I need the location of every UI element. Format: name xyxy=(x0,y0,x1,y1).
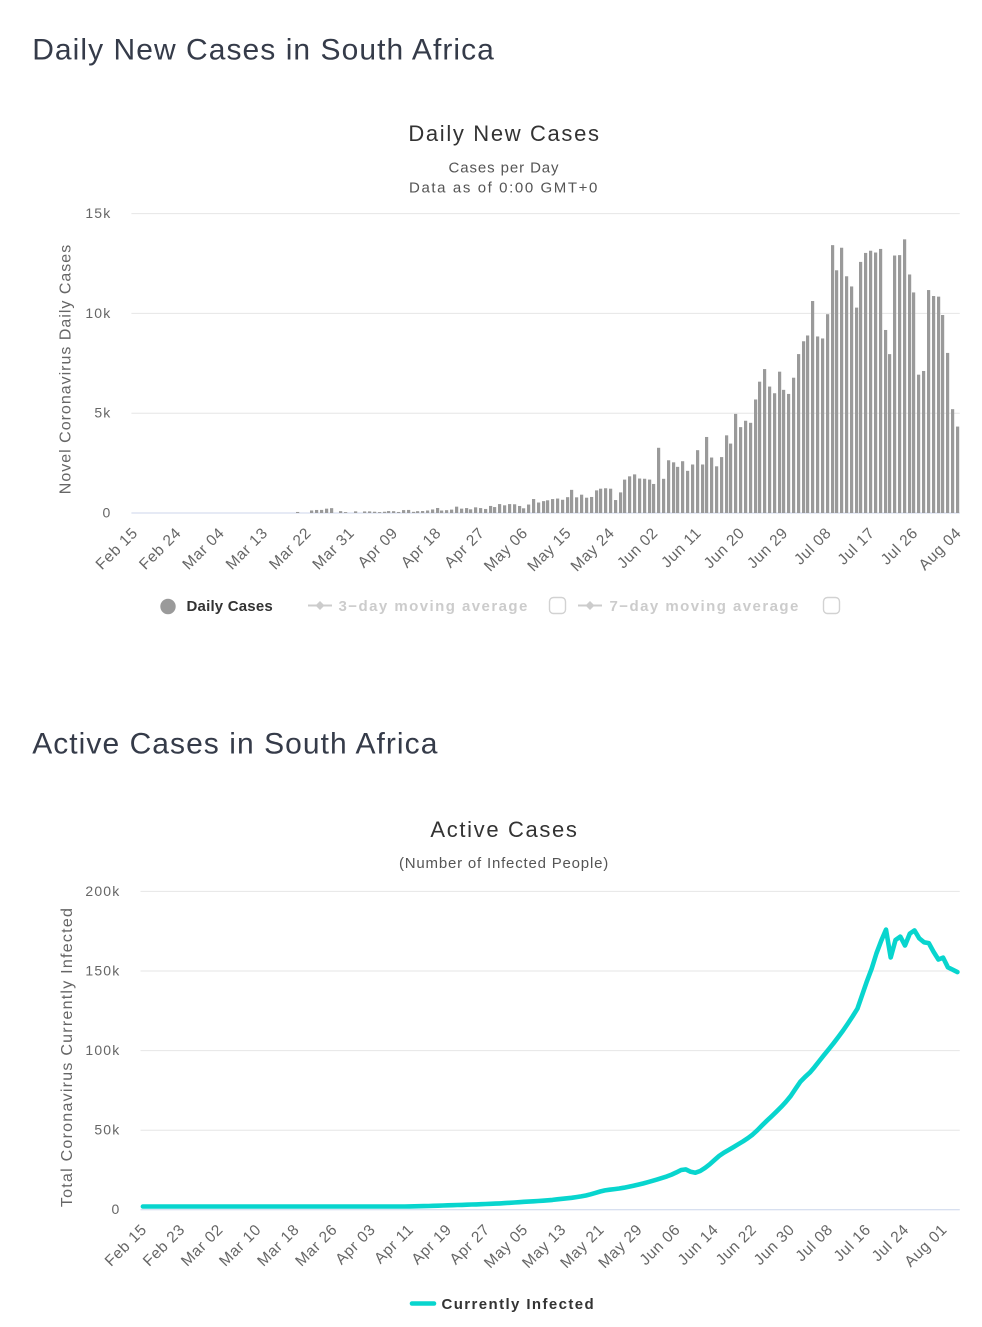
svg-text:150k: 150k xyxy=(85,962,120,978)
svg-text:Total Coronavirus Currently In: Total Coronavirus Currently Infected xyxy=(59,907,76,1207)
svg-text:0: 0 xyxy=(103,504,112,520)
svg-text:10k: 10k xyxy=(85,305,111,321)
svg-text:Daily New Cases in South Afric: Daily New Cases in South Africa xyxy=(32,33,495,66)
svg-text:5k: 5k xyxy=(94,405,111,421)
svg-text:3−day moving average: 3−day moving average xyxy=(339,598,529,615)
svg-text:Daily Cases: Daily Cases xyxy=(187,598,273,615)
svg-text:Cases per Day: Cases per Day xyxy=(449,160,560,177)
svg-text:50k: 50k xyxy=(94,1122,120,1138)
svg-text:Active Cases in South Africa: Active Cases in South Africa xyxy=(32,727,438,760)
svg-text:Novel Coronavirus Daily Cases: Novel Coronavirus Daily Cases xyxy=(58,244,75,494)
svg-text:Active Cases: Active Cases xyxy=(430,817,578,842)
svg-text:0: 0 xyxy=(112,1201,121,1217)
svg-text:200k: 200k xyxy=(85,883,120,899)
svg-text:Data as of 0:00 GMT+0: Data as of 0:00 GMT+0 xyxy=(409,179,599,196)
svg-text:100k: 100k xyxy=(85,1042,120,1058)
svg-text:7−day moving average: 7−day moving average xyxy=(610,598,800,615)
svg-text:(Number of Infected People): (Number of Infected People) xyxy=(399,855,609,872)
svg-text:Currently Infected: Currently Infected xyxy=(442,1296,596,1313)
svg-text:15k: 15k xyxy=(85,205,111,221)
svg-text:Daily New Cases: Daily New Cases xyxy=(408,121,600,146)
